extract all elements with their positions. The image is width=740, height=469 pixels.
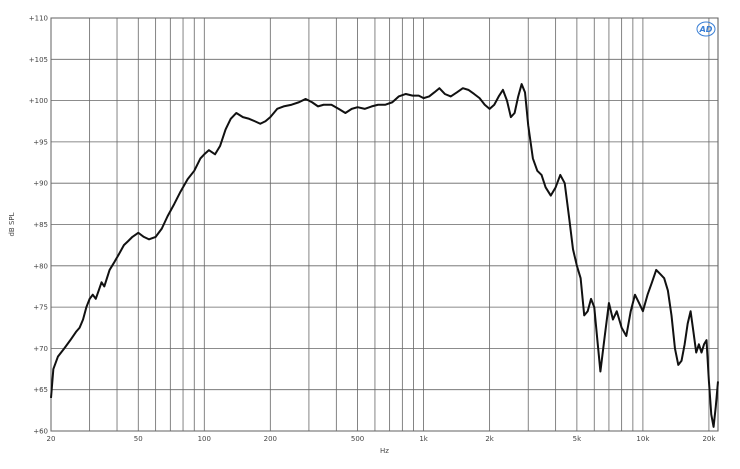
y-tick-label: +95 bbox=[33, 138, 48, 146]
logo-text: AD bbox=[699, 25, 713, 34]
x-tick-label: 10k bbox=[636, 435, 650, 443]
y-tick-label: +60 bbox=[33, 428, 48, 436]
series-line bbox=[50, 83, 719, 428]
x-tick-label: 20 bbox=[47, 435, 56, 443]
y-axis-ticks: +110 +105 +100 +95 +90 +85 +80 +75 +70 +65 +60 bbox=[29, 15, 48, 436]
x-tick-label: 20k bbox=[702, 435, 716, 443]
x-tick-label: 5k bbox=[573, 435, 582, 443]
x-tick-label: 500 bbox=[351, 435, 364, 443]
y-tick-label: +90 bbox=[33, 180, 48, 188]
y-tick-label: +75 bbox=[33, 304, 48, 312]
y-tick-label: +110 bbox=[29, 15, 48, 23]
x-axis-label: Hz bbox=[380, 447, 389, 455]
y-tick-label: +80 bbox=[33, 262, 48, 270]
x-tick-label: 2k bbox=[485, 435, 494, 443]
y-tick-label: +65 bbox=[33, 386, 48, 394]
y-tick-label: +70 bbox=[33, 345, 48, 353]
logo-ring bbox=[696, 21, 716, 37]
y-tick-label: +105 bbox=[29, 56, 48, 64]
x-axis-ticks: 20 50 100 200 500 1k 2k 5k 10k 20k bbox=[47, 435, 717, 443]
grid-lines bbox=[50, 17, 718, 432]
y-tick-label: +85 bbox=[33, 221, 48, 229]
x-tick-label: 200 bbox=[264, 435, 277, 443]
x-tick-label: 100 bbox=[198, 435, 211, 443]
brand-logo: AD bbox=[696, 21, 716, 37]
y-axis-label: dB SPL bbox=[8, 212, 16, 236]
y-tick-label: +100 bbox=[29, 97, 48, 105]
x-tick-label: 1k bbox=[419, 435, 428, 443]
x-tick-label: 50 bbox=[134, 435, 143, 443]
